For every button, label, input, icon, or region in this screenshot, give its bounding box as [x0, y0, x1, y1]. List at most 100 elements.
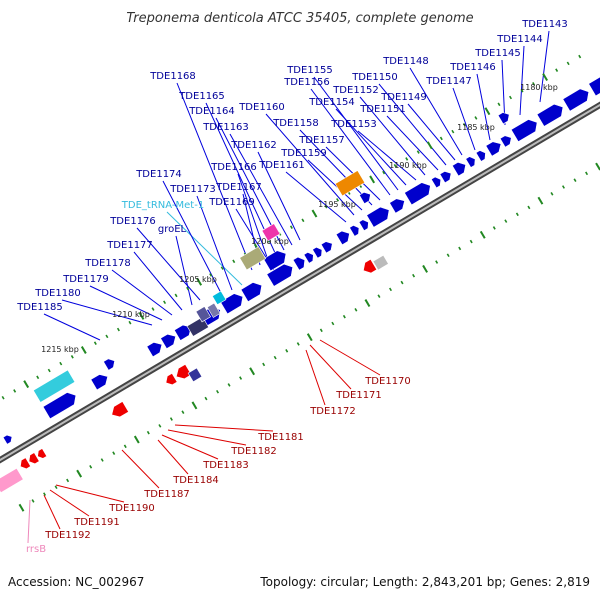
- gene-label[interactable]: TDE1181: [257, 432, 304, 443]
- scale-tick: [578, 54, 582, 59]
- gene-label[interactable]: TDE1158: [272, 118, 319, 129]
- gene-label[interactable]: TDE1187: [143, 489, 190, 500]
- gene-label[interactable]: groEL: [158, 224, 187, 235]
- gene-label[interactable]: TDE1161: [258, 160, 305, 171]
- gene-label[interactable]: TDE1190: [108, 503, 155, 514]
- feature-block: [186, 316, 210, 337]
- gene-label[interactable]: TDE1184: [172, 475, 219, 486]
- gene-label[interactable]: TDE1173: [169, 184, 216, 195]
- scale-tick: [116, 327, 120, 332]
- forward-gene-arrow: [358, 219, 369, 232]
- forward-gene-arrow: [499, 135, 512, 148]
- scale-tick: [285, 349, 289, 353]
- scale-tick: [555, 68, 559, 72]
- forward-gene-arrow: [266, 263, 294, 287]
- gene-label[interactable]: TDE1169: [208, 197, 255, 208]
- scale-tick: [196, 277, 203, 286]
- gene-label[interactable]: TDE1160: [238, 102, 285, 113]
- map-title: Treponema denticola ATCC 35405, complete…: [126, 11, 473, 26]
- scale-tick: [422, 264, 428, 273]
- genome-backbone: [0, 101, 600, 464]
- gene-label[interactable]: TDE1172: [309, 406, 356, 417]
- gene-label[interactable]: TDE1147: [425, 76, 472, 87]
- gene-label[interactable]: TDE1145: [474, 48, 521, 59]
- gene-label[interactable]: TDE1178: [84, 258, 131, 269]
- gene-label[interactable]: TDE1154: [308, 97, 355, 108]
- gene-label[interactable]: TDE1176: [109, 216, 156, 227]
- scale-tick: [393, 163, 397, 168]
- forward-gene-arrow: [303, 252, 314, 264]
- gene-label[interactable]: TDE1166: [210, 162, 257, 173]
- scale-tick: [342, 314, 346, 319]
- reverse-gene-arrow: [175, 363, 192, 380]
- gene-label[interactable]: TDE1171: [335, 390, 382, 401]
- gene-label[interactable]: TDE1168: [149, 71, 196, 82]
- forward-gene-arrow: [42, 392, 77, 420]
- scale-tick: [105, 334, 109, 339]
- gene-label[interactable]: TDE1159: [280, 148, 327, 159]
- gene-label[interactable]: TDE1183: [202, 460, 249, 471]
- label-leader-line: [162, 180, 223, 296]
- gene-label[interactable]: TDE1152: [332, 85, 379, 96]
- gene-label[interactable]: TDE1155: [286, 65, 333, 76]
- gene-label[interactable]: TDE1164: [188, 106, 235, 117]
- scale-tick-label: 1195 kbp: [318, 200, 356, 209]
- scale-tick: [112, 451, 116, 455]
- gene-label[interactable]: TDE1150: [351, 72, 398, 83]
- scale-tick: [446, 253, 450, 258]
- label-leader-line: [175, 235, 193, 306]
- gene-label[interactable]: TDE1144: [496, 34, 543, 45]
- scale-tick: [504, 219, 508, 223]
- gene-label[interactable]: TDE1162: [230, 140, 277, 151]
- label-leader-line: [407, 103, 456, 161]
- accession-text: Accession: NC_002967: [8, 575, 144, 589]
- gene-label[interactable]: TDE1191: [73, 517, 120, 528]
- scale-tick: [469, 239, 473, 244]
- gene-label[interactable]: TDE1185: [16, 302, 63, 313]
- scale-tick: [400, 280, 404, 285]
- gene-label[interactable]: TDE1153: [330, 119, 377, 130]
- scale-tick: [36, 375, 40, 380]
- gene-label[interactable]: TDE1170: [364, 376, 411, 387]
- scale-tick: [93, 341, 97, 345]
- scale-tick: [515, 212, 519, 217]
- scale-tick: [54, 485, 58, 490]
- gene-label[interactable]: TDE1157: [298, 135, 345, 146]
- label-leader-line: [257, 151, 301, 241]
- gene-label[interactable]: TDE1167: [215, 182, 262, 193]
- label-leader-line: [167, 429, 247, 446]
- gene-label[interactable]: TDE1192: [44, 530, 91, 541]
- gene-label[interactable]: TDE1174: [135, 169, 182, 180]
- scale-tick: [128, 320, 132, 325]
- scale-tick: [382, 170, 386, 175]
- gene-label[interactable]: TDE1156: [283, 77, 330, 88]
- scale-tick: [1, 395, 5, 400]
- gene-label[interactable]: rrsB: [26, 544, 46, 555]
- forward-gene-arrow: [90, 374, 109, 391]
- gene-label[interactable]: TDE1146: [449, 62, 496, 73]
- forward-gene-arrow: [292, 256, 306, 271]
- gene-label[interactable]: TDE1163: [202, 122, 249, 133]
- label-leader-line: [174, 424, 274, 432]
- scale-tick: [133, 435, 140, 444]
- scale-tick: [550, 192, 554, 196]
- gene-label[interactable]: TDE1180: [34, 288, 81, 299]
- label-leader-line: [539, 30, 550, 103]
- label-leader-line: [265, 113, 355, 216]
- scale-tick: [451, 129, 455, 134]
- gene-label[interactable]: TDE1182: [230, 446, 277, 457]
- gene-label[interactable]: TDE1149: [380, 92, 427, 103]
- forward-gene-arrow: [2, 434, 13, 445]
- gene-label[interactable]: TDE1148: [382, 56, 429, 67]
- gene-label[interactable]: TDE1151: [359, 104, 406, 115]
- feature-block: [32, 369, 76, 403]
- gene-label[interactable]: TDE1143: [521, 19, 568, 30]
- gene-label[interactable]: TDE1179: [62, 274, 109, 285]
- scale-tick: [123, 444, 127, 449]
- gene-label[interactable]: TDE1165: [178, 91, 225, 102]
- scale-tick-label: 1200 kbp: [251, 237, 289, 246]
- gene-label[interactable]: TDE_tRNA-Met-1: [121, 200, 204, 211]
- gene-label[interactable]: TDE1177: [106, 240, 153, 251]
- reverse-gene-arrow: [363, 258, 378, 274]
- forward-gene-arrow: [160, 333, 177, 350]
